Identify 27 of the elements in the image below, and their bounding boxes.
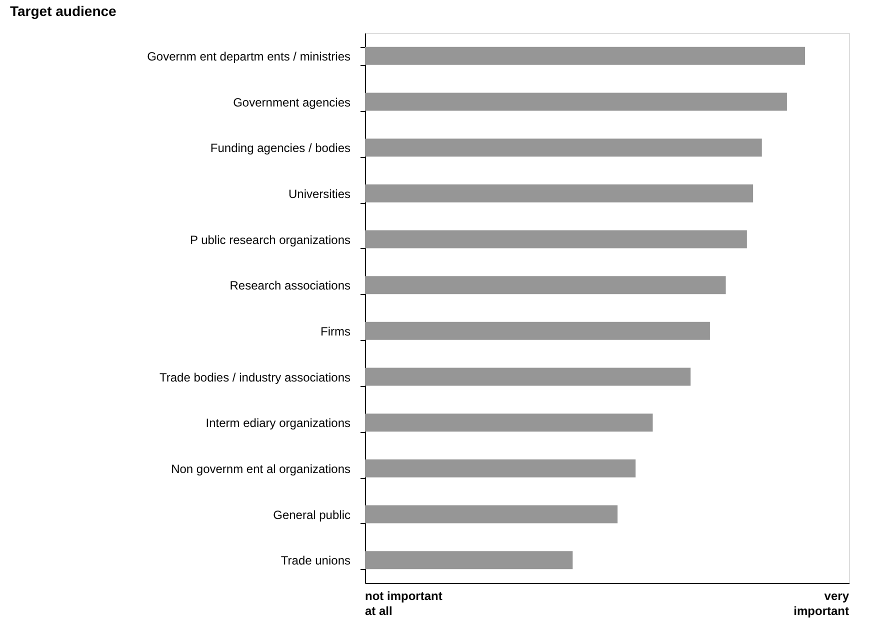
y-tick-label: Governm ent departm ents / ministries [147, 49, 350, 64]
y-tick-label: P ublic research organizations [190, 232, 350, 247]
y-tick-label: Trade unions [280, 554, 350, 568]
bar [365, 368, 691, 386]
text: Target audience [10, 3, 117, 19]
y-tick-label: Universities [288, 186, 350, 201]
bar [365, 276, 726, 294]
bar [365, 414, 653, 432]
y-tick-label: Government agencies [233, 95, 350, 110]
bar [365, 184, 754, 202]
text: not important at all [365, 589, 442, 618]
bar [365, 322, 710, 340]
y-tick-label: Research associations [230, 278, 350, 293]
bar [365, 46, 805, 65]
y-tick-label: Interm ediary organizations [206, 416, 350, 430]
y-tick-label: Firms [320, 324, 350, 338]
bar [365, 92, 787, 111]
bar [365, 551, 573, 570]
y-tick-label: Non governm ent al organizations [171, 462, 350, 476]
text: very important [794, 589, 850, 618]
bar [365, 138, 762, 157]
bar [365, 505, 618, 524]
y-tick-label: Trade bodies / industry associations [160, 370, 350, 384]
y-tick-label: General public [273, 508, 350, 522]
bar [365, 230, 747, 248]
y-tick-label: Funding agencies / bodies [210, 141, 350, 156]
bar [365, 459, 636, 478]
